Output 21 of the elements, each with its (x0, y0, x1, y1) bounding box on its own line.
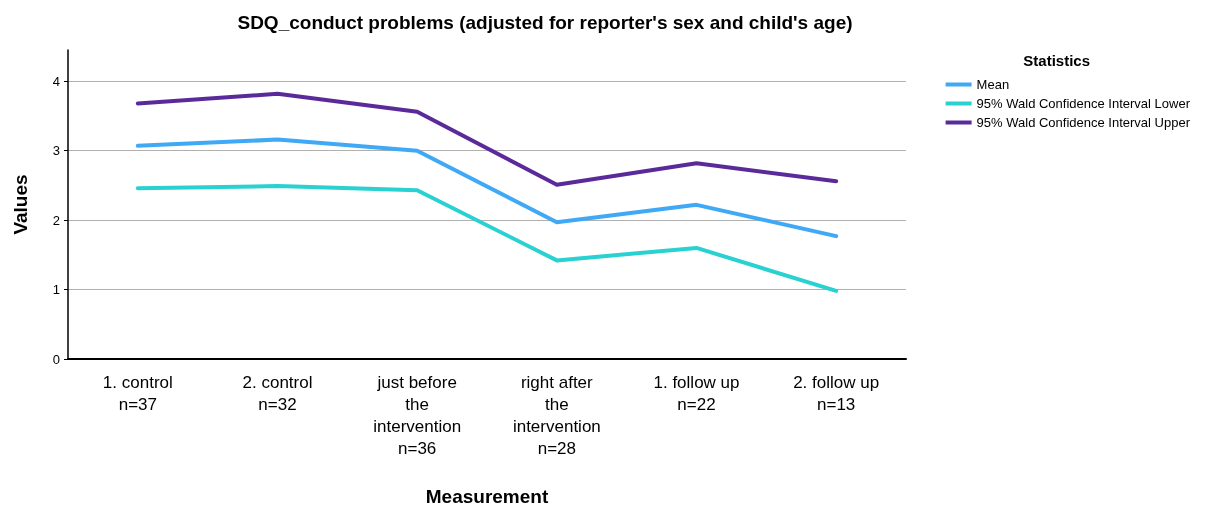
x-tick-label: 1. control n=37 (102, 372, 173, 414)
legend-title: Statistics (1023, 52, 1091, 69)
legend-label: 95% Wald Confidence Interval Lower (976, 96, 1191, 111)
x-tick-label: 1. follow up n=22 (653, 372, 740, 414)
line-series (135, 184, 839, 293)
y-tick-label: 4 (52, 73, 60, 89)
legend-label: Mean (976, 77, 1010, 92)
line-series (135, 91, 839, 187)
x-tick-label: 2. control n=32 (242, 372, 313, 414)
y-axis-title: Values (10, 174, 31, 235)
y-tick-label: 3 (52, 143, 60, 159)
chart-title: SDQ_conduct problems (adjusted for reporter's sex and child's age) (237, 12, 853, 33)
y-tick-label: 2 (52, 212, 60, 228)
legend-label: 95% Wald Confidence Interval Upper (976, 115, 1191, 130)
x-tick-label: just before the intervention n=36 (373, 372, 462, 458)
line-series (135, 137, 839, 239)
y-tick-label: 1 (52, 282, 60, 298)
x-axis-title: Measurement (425, 486, 549, 507)
x-tick-label: right after the intervention n=28 (512, 372, 601, 458)
y-tick-label: 0 (52, 351, 60, 367)
x-tick-label: 2. follow up n=13 (793, 372, 880, 414)
